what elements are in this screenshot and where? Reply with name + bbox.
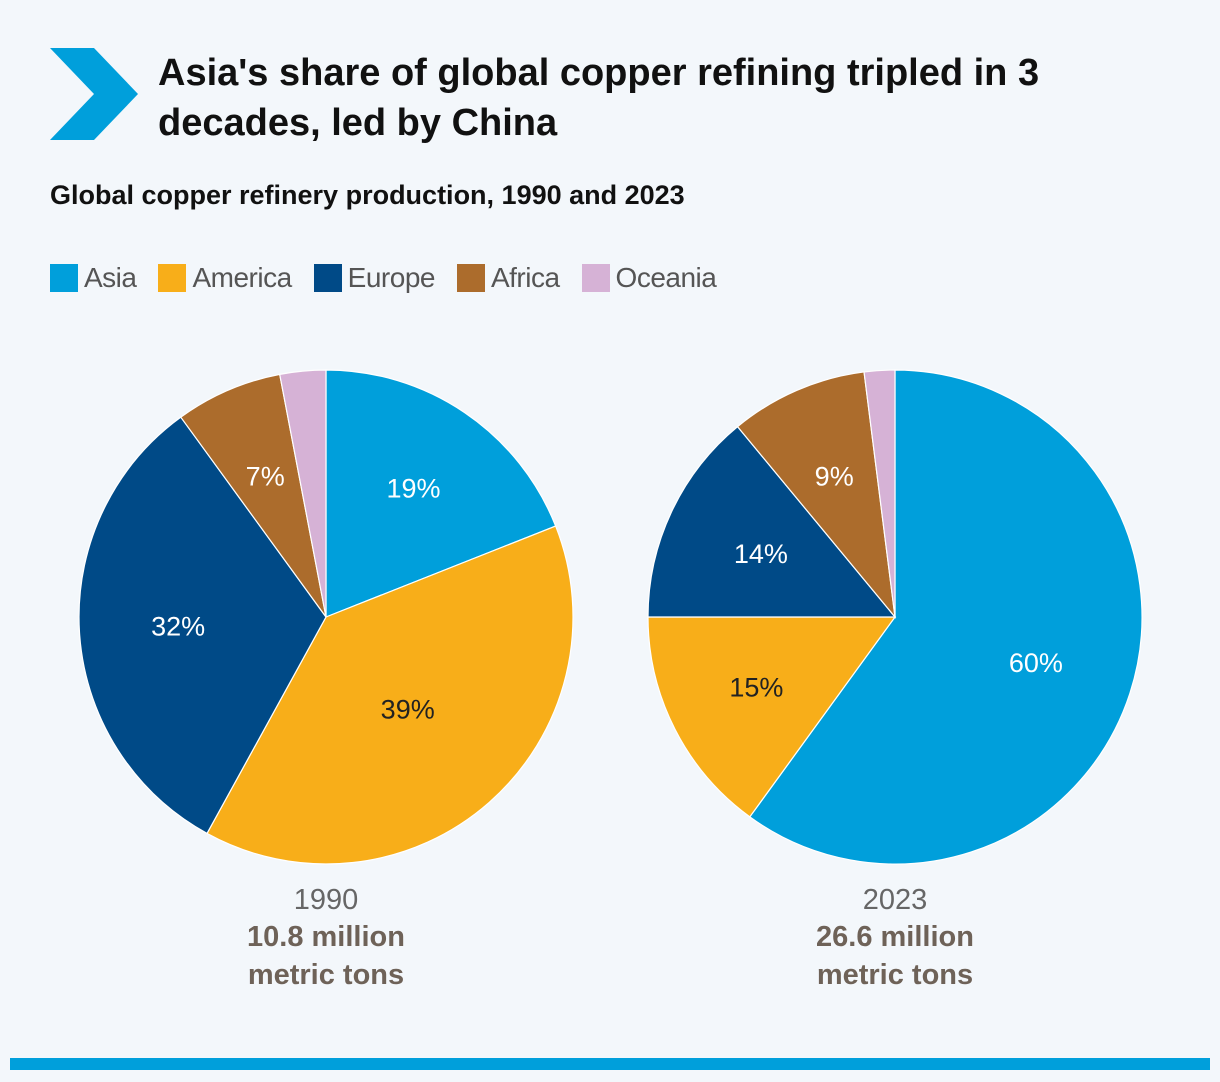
caption-year-1990: 1990 [293, 884, 359, 916]
pie-label-1990-asia: 19% [386, 473, 440, 503]
legend-label-america: America [192, 262, 292, 293]
caption-total-2023-line1: 26.6 million [816, 921, 974, 953]
pie-slice-2023-asia [748, 369, 1143, 865]
legend-item-europe: Europe [313, 262, 436, 294]
legend-item-america: America [158, 262, 292, 294]
caption-total-1990-line2: metric tons [247, 959, 405, 991]
pie-chart-2023: 60% 15% 14% 9% [647, 369, 1143, 865]
legend-label-europe: Europe [347, 262, 436, 293]
pie-slice-2023-africa [736, 371, 896, 619]
pie-label-2023-america: 15% [729, 673, 783, 703]
pie-label-1990-africa: 7% [246, 462, 285, 492]
caption-total-2023-line2: metric tons [816, 959, 974, 991]
chart-title: Asia's share of global copper refining t… [158, 52, 1040, 144]
pie-chart-1990: 19% 39% 32% 7% [78, 369, 574, 865]
legend-swatch-europe [313, 264, 342, 292]
legend-label-asia: Asia [84, 262, 137, 293]
caption-total-1990-line1: 10.8 million [247, 921, 405, 953]
legend-swatch-oceania [581, 264, 610, 292]
legend-label-oceania: Oceania [615, 262, 717, 293]
pie-slice-2023-europe [647, 425, 897, 618]
pie-slice-2023-oceania [863, 369, 896, 618]
legend-item-oceania: Oceania [581, 262, 717, 294]
legend-swatch-america [158, 264, 187, 292]
pie-label-2023-africa: 9% [815, 462, 854, 492]
pie-label-2023-europe: 14% [734, 539, 788, 569]
pie-slice-1990-oceania [279, 369, 327, 618]
pie-slice-1990-america [206, 525, 574, 865]
chevron-right-icon [50, 48, 138, 140]
pie-slice-1990-asia [325, 369, 557, 618]
pie-label-2023-asia: 60% [1009, 648, 1063, 678]
legend-label-africa: Africa [490, 262, 560, 293]
legend: Asia America Europe Africa Oceania [50, 262, 738, 294]
legend-item-africa: Africa [456, 262, 560, 294]
legend-swatch-asia [50, 264, 78, 292]
pie-slice-1990-europe [78, 416, 327, 835]
chart-subtitle: Global copper refinery production, 1990 … [50, 180, 685, 210]
pie-label-1990-europe: 32% [151, 611, 205, 641]
legend-swatch-africa [456, 264, 485, 292]
pie-label-1990-america: 39% [381, 695, 435, 725]
legend-item-asia: Asia [50, 262, 137, 294]
caption-2023: 2023 26.6 million metric tons [725, 882, 1065, 994]
pie-slice-1990-africa [179, 373, 327, 618]
caption-1990: 1990 10.8 million metric tons [156, 882, 496, 994]
pie-slice-2023-america [647, 616, 897, 818]
bottom-accent-bar [10, 1058, 1210, 1070]
caption-year-2023: 2023 [862, 884, 928, 916]
